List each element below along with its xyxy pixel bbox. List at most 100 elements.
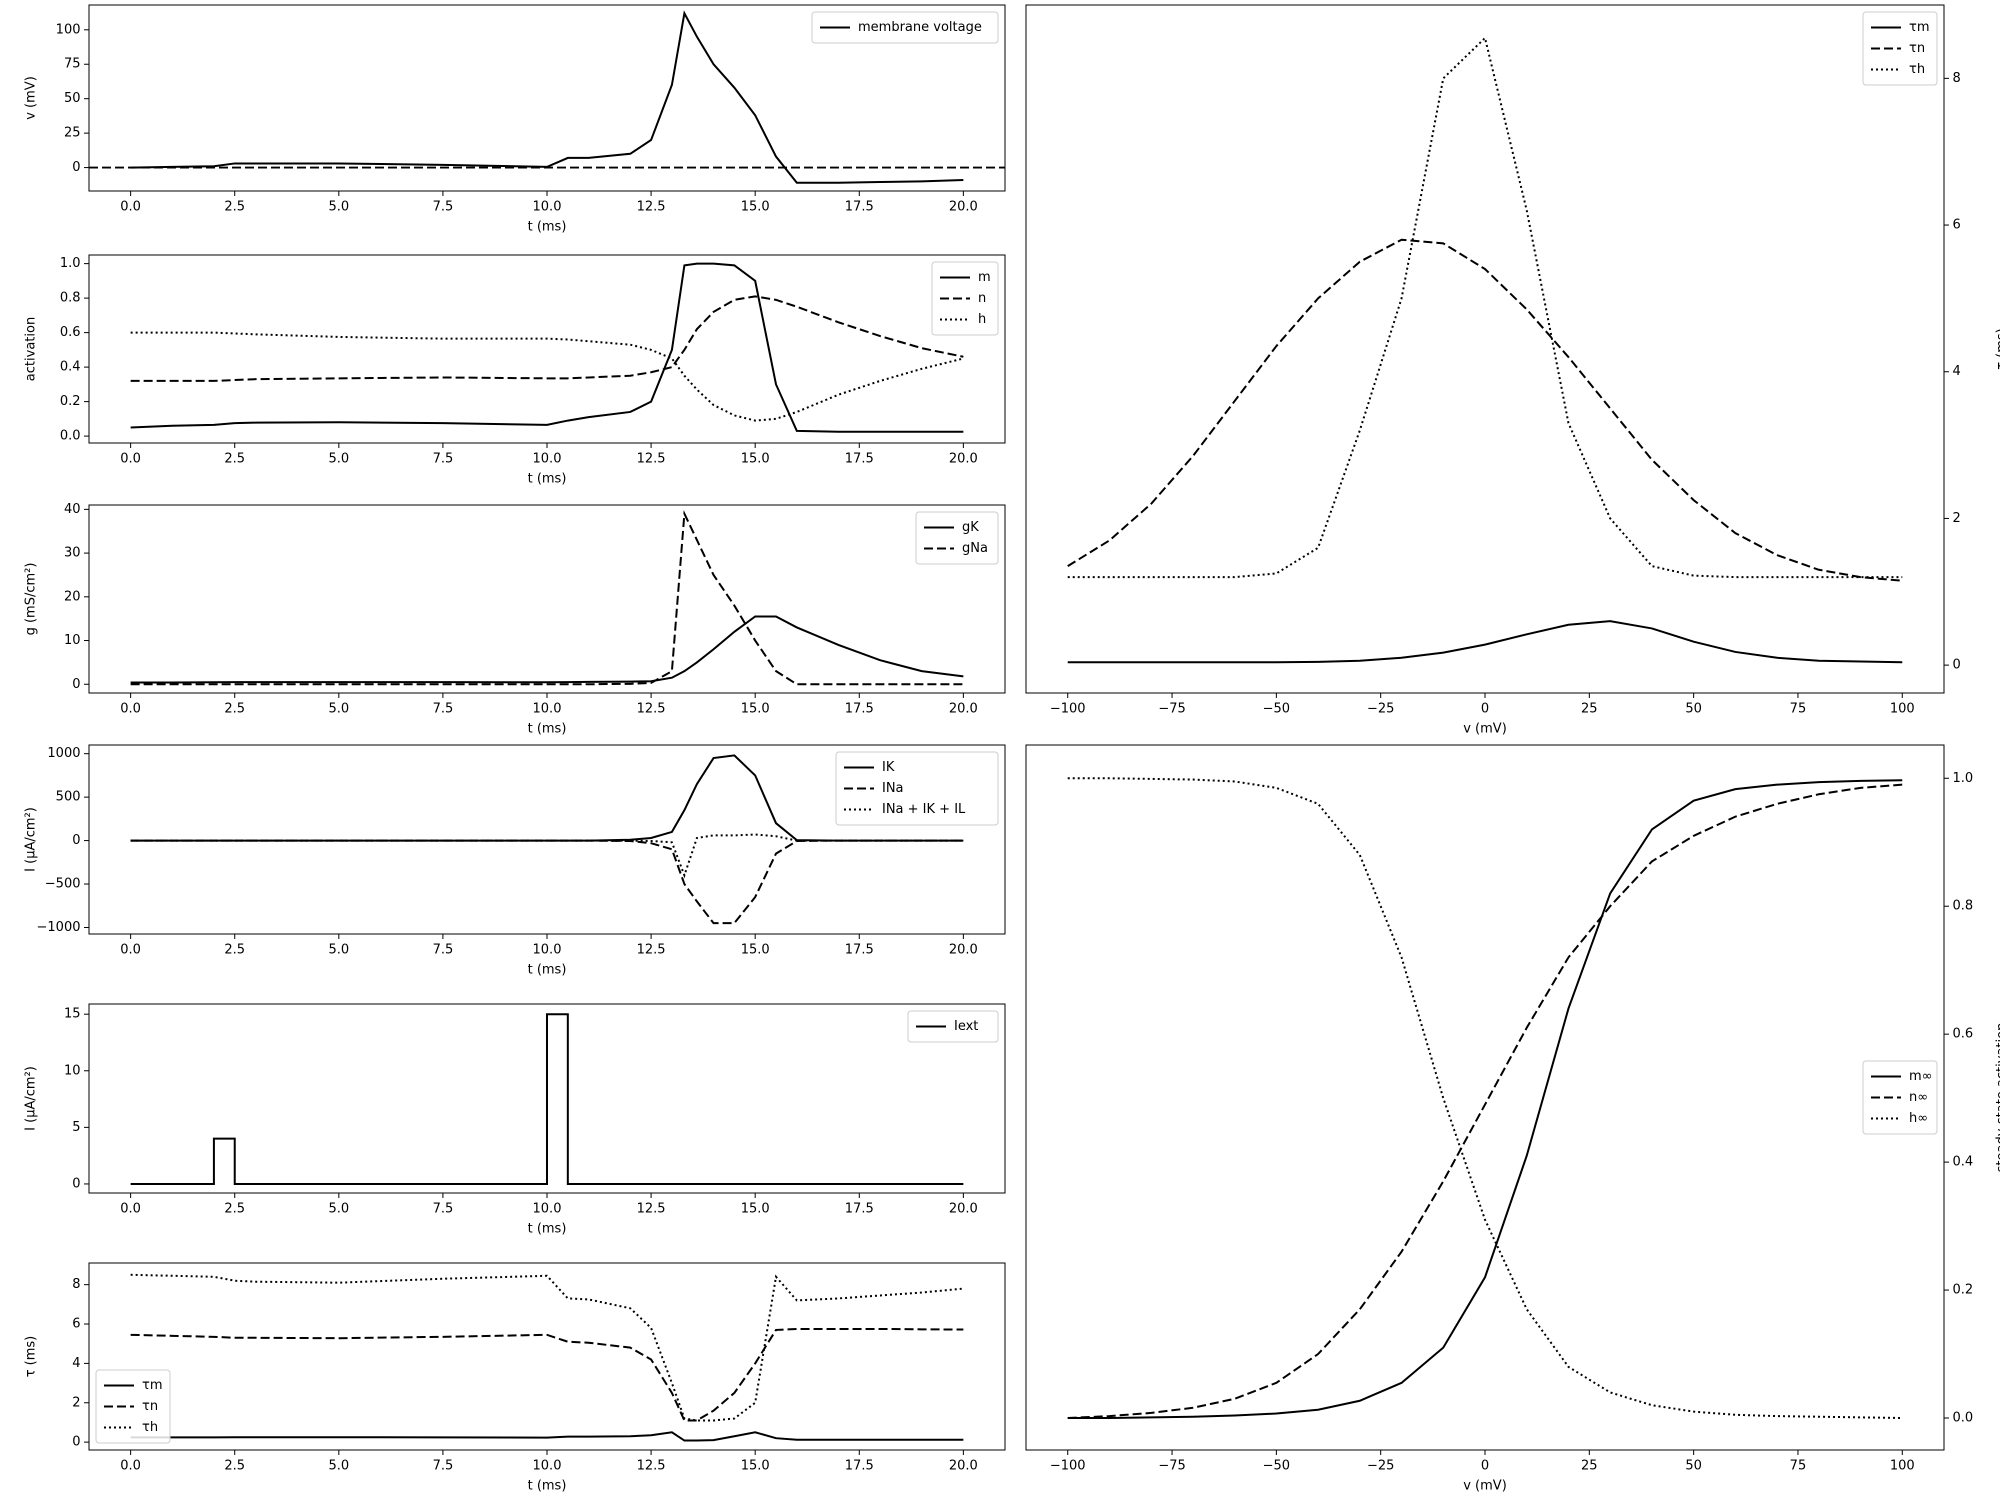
legend: gK gNa <box>915 511 999 565</box>
x-tick-label: 15.0 <box>741 452 770 467</box>
legend-box <box>835 751 999 826</box>
x-tick-label: −75 <box>1158 702 1185 717</box>
plot-frame <box>1025 744 1945 1451</box>
plot-frame <box>88 4 1006 192</box>
y-tick-label: 50 <box>64 91 81 106</box>
x-tick-label: −25 <box>1367 1459 1394 1474</box>
x-tick-label: 17.5 <box>845 200 874 215</box>
y-tick-label: 1.0 <box>1953 771 1974 786</box>
series-line <box>130 1013 964 1185</box>
x-tick-label: 0 <box>1481 702 1489 717</box>
legend: IK INa INa + IK + IL <box>835 751 999 826</box>
y-tick-label: 0.0 <box>1953 1411 1974 1426</box>
y-tick-label: 40 <box>64 502 81 517</box>
legend-box <box>931 261 999 336</box>
x-tick-label: 17.5 <box>845 702 874 717</box>
x-tick-label: 20.0 <box>949 1459 978 1474</box>
legend: m∞ n∞ h∞ <box>1862 1060 1938 1135</box>
x-tick-label: 10.0 <box>533 1459 562 1474</box>
series-line <box>130 615 964 684</box>
y-tick-label: 0.0 <box>60 429 81 444</box>
x-tick-label: 5.0 <box>328 452 349 467</box>
x-tick-label: 10.0 <box>533 200 562 215</box>
y-tick-label: 10 <box>64 633 81 648</box>
x-tick-label: 10.0 <box>533 702 562 717</box>
legend-box <box>915 511 999 565</box>
series-line <box>130 1273 964 1422</box>
x-tick-label: 7.5 <box>433 943 454 958</box>
x-axis-label: t (ms) <box>528 472 567 487</box>
series-line <box>130 295 964 382</box>
y-tick-label: 30 <box>64 546 81 561</box>
panel: 0.0 2.5 5.0 7.5 10.0 12.5 15.0 17.5 20.0 0 25 50 75 1… <box>24 4 1006 235</box>
x-tick-label: 12.5 <box>637 452 666 467</box>
x-tick-label: −50 <box>1263 1459 1290 1474</box>
y-axis-label: I (μA/cm²) <box>24 807 39 872</box>
x-tick-label: 25 <box>1581 1459 1598 1474</box>
series-line <box>1067 36 1903 579</box>
series-line <box>1067 620 1903 664</box>
panel: 0.0 2.5 5.0 7.5 10.0 12.5 15.0 17.5 20.0 0 5 10 15 t … <box>24 1003 1006 1237</box>
x-tick-label: 2.5 <box>224 943 245 958</box>
plot-frame <box>88 504 1006 694</box>
x-tick-label: 5.0 <box>328 1202 349 1217</box>
y-tick-label: 4 <box>72 1356 80 1371</box>
x-axis-label: t (ms) <box>528 963 567 978</box>
y-tick-label: 25 <box>64 126 81 141</box>
x-tick-label: 0.0 <box>120 702 141 717</box>
x-tick-label: 12.5 <box>637 1202 666 1217</box>
x-tick-label: 12.5 <box>637 943 666 958</box>
x-tick-label: 5.0 <box>328 702 349 717</box>
series-line <box>130 1431 964 1442</box>
legend: τm τn τh <box>95 1369 171 1444</box>
plot-frame <box>88 1262 1006 1451</box>
plot-frame <box>88 1003 1006 1194</box>
legend-label: m <box>978 270 991 285</box>
x-tick-label: 0.0 <box>120 200 141 215</box>
x-axis-label: v (mV) <box>1463 722 1507 737</box>
y-axis-label: activation <box>24 317 39 381</box>
y-tick-label: 6 <box>1953 218 1961 233</box>
series-line <box>1067 779 1903 1420</box>
y-tick-label: 0 <box>72 1176 80 1191</box>
x-tick-label: 5.0 <box>328 1459 349 1474</box>
x-tick-label: 0 <box>1481 1459 1489 1474</box>
y-tick-label: 6 <box>72 1317 80 1332</box>
legend-label: τm <box>1909 20 1930 35</box>
plot-frame <box>88 254 1006 444</box>
series-line <box>130 1327 964 1422</box>
series-line <box>1067 783 1903 1420</box>
x-tick-label: 10.0 <box>533 943 562 958</box>
x-tick-label: 0.0 <box>120 452 141 467</box>
series-line <box>1067 777 1903 1420</box>
legend-label: n <box>978 291 986 306</box>
y-tick-label: 1000 <box>47 746 80 761</box>
x-tick-label: 2.5 <box>224 452 245 467</box>
y-tick-label: 5 <box>72 1120 80 1135</box>
y-tick-label: 0 <box>72 833 80 848</box>
legend-label: Iext <box>954 1019 978 1034</box>
y-tick-label: 0.2 <box>1953 1283 1974 1298</box>
x-tick-label: 7.5 <box>433 1459 454 1474</box>
x-tick-label: 2.5 <box>224 1459 245 1474</box>
x-tick-label: 17.5 <box>845 452 874 467</box>
x-tick-label: 5.0 <box>328 200 349 215</box>
legend-label: h <box>978 312 986 327</box>
panel: −100 −75 −50 −25 0 25 50 75 100 0 2 4 6 8 v (mV) τ (ms)… <box>1025 4 2000 737</box>
x-tick-label: −100 <box>1050 1459 1086 1474</box>
x-tick-label: −50 <box>1263 702 1290 717</box>
series-line <box>130 509 964 686</box>
y-axis-label: τ (ms) <box>1995 328 2000 370</box>
x-tick-label: 17.5 <box>845 1202 874 1217</box>
series-line <box>130 839 964 925</box>
legend-label: m∞ <box>1909 1069 1933 1084</box>
legend-box <box>811 11 999 44</box>
plot-frame <box>88 744 1006 935</box>
y-tick-label: 100 <box>56 22 81 37</box>
panel: −100 −75 −50 −25 0 25 50 75 100 0.0 0.2 0.4 0.6 0.8 1.… <box>1025 744 2000 1494</box>
x-tick-label: 7.5 <box>433 200 454 215</box>
legend: τm τn τh <box>1862 11 1938 86</box>
x-tick-label: 15.0 <box>741 943 770 958</box>
x-tick-label: 50 <box>1685 702 1702 717</box>
y-tick-label: −500 <box>45 877 81 892</box>
